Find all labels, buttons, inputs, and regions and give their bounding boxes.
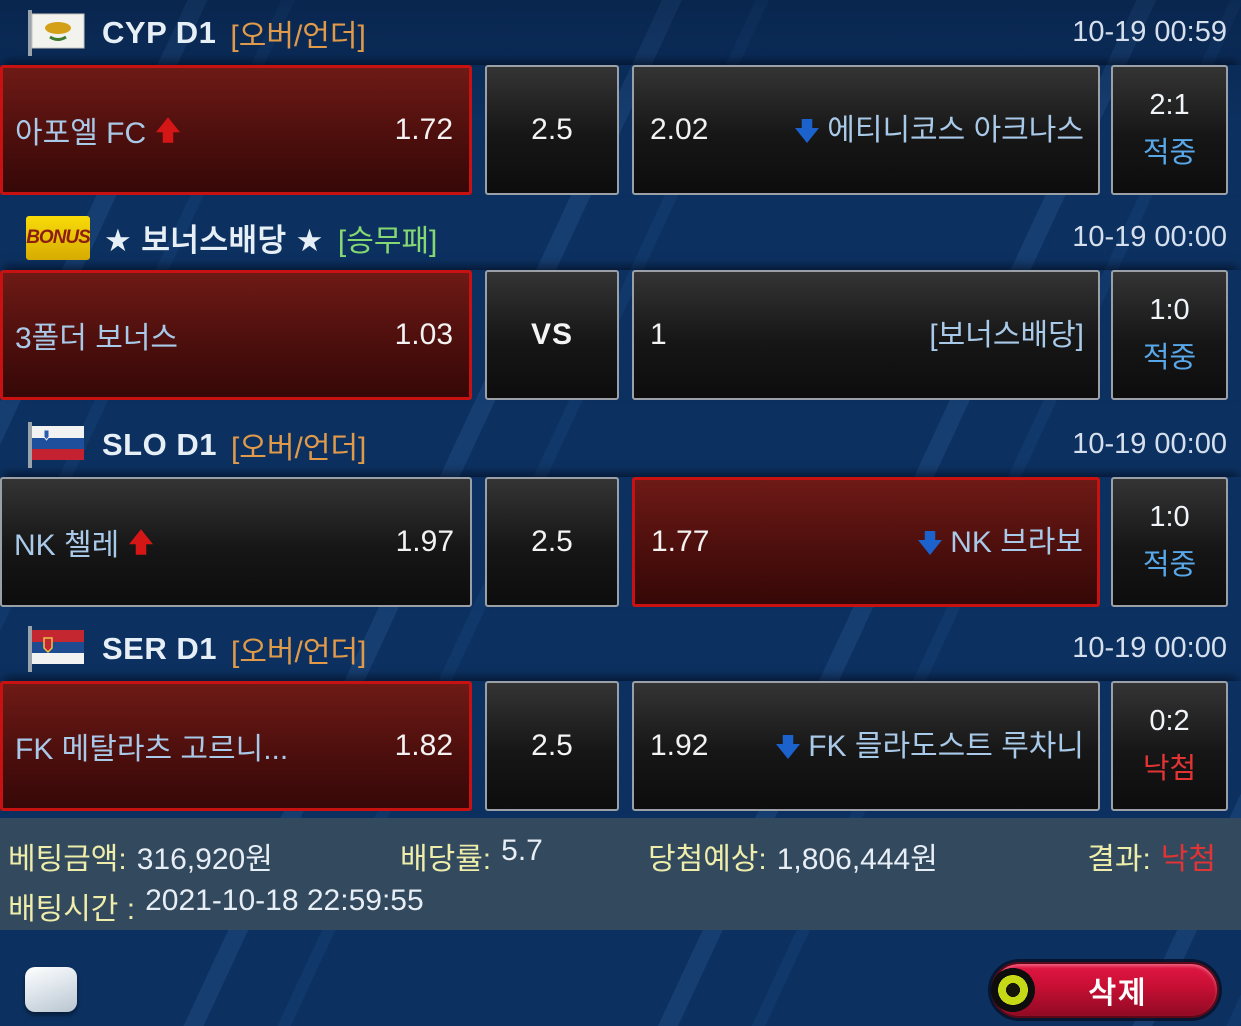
section-header: SER D1 [오버/언더] 10-19 00:00 <box>0 616 1241 681</box>
market-type: [오버/언더] <box>230 635 367 669</box>
home-team-name: 아포엘 FC <box>15 117 147 150</box>
score-value: 2:1 <box>1149 89 1190 121</box>
market-type: [오버/언더] <box>230 431 367 465</box>
line-box[interactable]: 2.5 <box>485 681 619 811</box>
expected-win-label: 당첨예상: <box>648 843 767 876</box>
match-datetime: 10-19 00:00 <box>1072 632 1227 664</box>
odds-down-icon <box>918 530 943 555</box>
away-team-name: NK 브라보 <box>950 525 1083 559</box>
match-section-cyp: CYP D1 [오버/언더] 10-19 00:59 아포엘 FC 1.72 2… <box>0 0 1241 195</box>
league-name: SLO D1 <box>102 426 217 462</box>
score-box: 2:1 적중 <box>1111 65 1228 195</box>
away-odds: 1 <box>650 318 667 351</box>
score-value: 1:0 <box>1149 501 1190 533</box>
bet-time-value: 2021-10-18 22:59:55 <box>145 884 424 917</box>
score-box: 0:2 낙첨 <box>1111 681 1228 811</box>
bet-amount-group: 베팅금액: 316,920원 <box>8 834 273 878</box>
slovenia-flag-icon <box>26 421 88 468</box>
home-odds-box[interactable]: 아포엘 FC 1.72 <box>0 65 472 195</box>
market-type: [오버/언더] <box>230 19 366 53</box>
result-badge: 적중 <box>1142 342 1197 374</box>
bet-summary-bar: 베팅금액: 316,920원 배당률: 5.7 당첨예상: 1,806,444원… <box>0 818 1241 930</box>
home-odds-box[interactable]: NK 첼레 1.97 <box>0 477 472 607</box>
bet-amount-value: 316,920원 <box>136 843 273 876</box>
home-team-name: 3폴더 보너스 <box>15 322 179 355</box>
total-odds-group: 배당률: 5.7 <box>400 834 543 878</box>
odds-down-icon <box>795 118 820 143</box>
home-odds-box[interactable]: FK 메탈라츠 고르니... 1.82 <box>0 681 472 811</box>
bet-time-label: 배팅시간 : <box>8 893 136 926</box>
final-result-label: 결과: <box>1087 843 1151 876</box>
vs-box: VS <box>485 270 619 400</box>
away-odds: 1.77 <box>651 525 710 558</box>
bet-time-group: 배팅시간 : 2021-10-18 22:59:55 <box>8 884 424 928</box>
home-odds-box[interactable]: 3폴더 보너스 1.03 <box>0 270 472 400</box>
expected-win-group: 당첨예상: 1,806,444원 <box>648 834 938 878</box>
odds-down-icon <box>776 734 801 759</box>
result-badge: 적중 <box>1142 137 1197 169</box>
away-odds: 2.02 <box>650 113 709 146</box>
home-team-name: FK 메탈라츠 고르니... <box>15 733 289 766</box>
odds-up-icon <box>129 529 154 555</box>
match-datetime: 10-19 00:00 <box>1072 428 1227 460</box>
league-name: ★ 보너스배당 ★ <box>104 223 324 258</box>
delete-button-label: 삭제 <box>1088 977 1148 1010</box>
select-bet-checkbox[interactable] <box>25 967 77 1012</box>
bet-row: FK 메탈라츠 고르니... 1.82 2.5 1.92 FK 믈라도스트 루차… <box>0 681 1241 811</box>
expected-win-value: 1,806,444원 <box>776 843 938 876</box>
section-header: CYP D1 [오버/언더] 10-19 00:59 <box>0 0 1241 65</box>
section-header: SLO D1 [오버/언더] 10-19 00:00 <box>0 412 1241 477</box>
bonus-badge-icon: BONUS <box>26 215 91 260</box>
match-section-bonus: BONUS ★ 보너스배당 ★ [승무패] 10-19 00:00 3폴더 보너… <box>0 205 1241 400</box>
cyprus-flag-icon <box>26 9 88 56</box>
serbia-flag-icon <box>26 625 88 672</box>
line-box[interactable]: 2.5 <box>485 65 619 195</box>
section-header: BONUS ★ 보너스배당 ★ [승무패] 10-19 00:00 <box>0 205 1241 270</box>
match-section-ser: SER D1 [오버/언더] 10-19 00:00 FK 메탈라츠 고르니..… <box>0 616 1241 811</box>
final-result-group: 결과: 낙첨 <box>1087 834 1216 878</box>
match-datetime: 10-19 00:59 <box>1072 16 1227 48</box>
home-odds: 1.82 <box>394 729 453 762</box>
bet-row: 아포엘 FC 1.72 2.5 2.02 에티니코스 아크나스 2:1 적중 <box>0 65 1241 195</box>
score-box: 1:0 적중 <box>1111 477 1228 607</box>
bet-amount-label: 베팅금액: <box>8 843 127 876</box>
bet-row: NK 첼레 1.97 2.5 1.77 NK 브라보 1:0 적중 <box>0 477 1241 607</box>
away-odds-box[interactable]: 1.92 FK 믈라도스트 루차니 <box>632 681 1100 811</box>
result-badge: 적중 <box>1142 549 1197 581</box>
odds-up-icon <box>156 117 181 143</box>
home-odds: 1.97 <box>395 525 454 558</box>
total-odds-label: 배당률: <box>400 843 492 876</box>
away-odds-box[interactable]: 1.77 NK 브라보 <box>632 477 1100 607</box>
result-badge: 낙첨 <box>1142 753 1197 785</box>
market-type: [승무패] <box>337 224 438 258</box>
total-odds-value: 5.7 <box>501 834 543 867</box>
away-odds-box[interactable]: 2.02 에티니코스 아크나스 <box>632 65 1100 195</box>
league-name: SER D1 <box>102 630 217 666</box>
bet-row: 3폴더 보너스 1.03 VS 1 [보너스배당] 1:0 적중 <box>0 270 1241 400</box>
away-team-name: FK 믈라도스트 루차니 <box>808 729 1084 763</box>
final-result-value: 낙첨 <box>1160 843 1216 876</box>
score-value: 0:2 <box>1149 705 1190 737</box>
line-box[interactable]: 2.5 <box>485 477 619 607</box>
score-value: 1:0 <box>1149 294 1190 326</box>
home-team-name: NK 첼레 <box>14 529 120 562</box>
score-box: 1:0 적중 <box>1111 270 1228 400</box>
match-section-slo: SLO D1 [오버/언더] 10-19 00:00 NK 첼레 1.97 2.… <box>0 412 1241 607</box>
away-odds-box[interactable]: 1 [보너스배당] <box>632 270 1100 400</box>
away-team-name: 에티니코스 아크나스 <box>827 113 1084 147</box>
away-odds: 1.92 <box>650 729 709 762</box>
home-odds: 1.72 <box>394 113 453 146</box>
delete-button[interactable]: 삭제 <box>990 962 1219 1018</box>
league-name: CYP D1 <box>102 14 217 50</box>
home-odds: 1.03 <box>394 318 453 351</box>
match-datetime: 10-19 00:00 <box>1072 221 1227 253</box>
target-icon <box>990 967 1036 1013</box>
away-team-name: [보너스배당] <box>929 318 1084 352</box>
